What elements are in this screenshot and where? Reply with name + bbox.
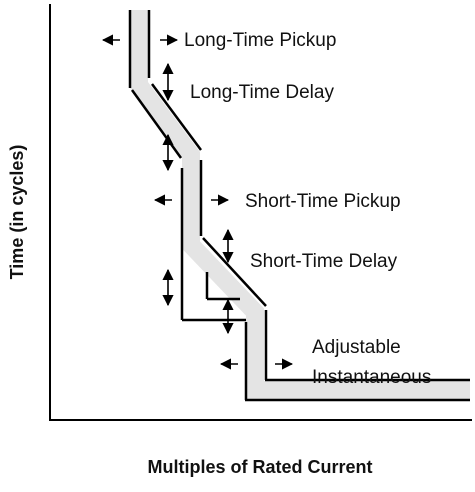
adjustment-arrows	[101, 34, 294, 370]
annotation: Adjustable	[312, 337, 401, 358]
annotation: Long-Time Pickup	[184, 30, 336, 51]
curve-band	[130, 10, 470, 399]
annotation: Long-Time Delay	[190, 82, 334, 103]
annotation: Short-Time Pickup	[245, 191, 401, 212]
x-axis-label: Multiples of Rated Current	[147, 457, 372, 477]
annotation: Short-Time Delay	[250, 251, 398, 272]
annotation: Instantaneous	[312, 367, 431, 388]
y-axis-label: Time (in cycles)	[7, 145, 27, 280]
axes	[49, 4, 472, 421]
